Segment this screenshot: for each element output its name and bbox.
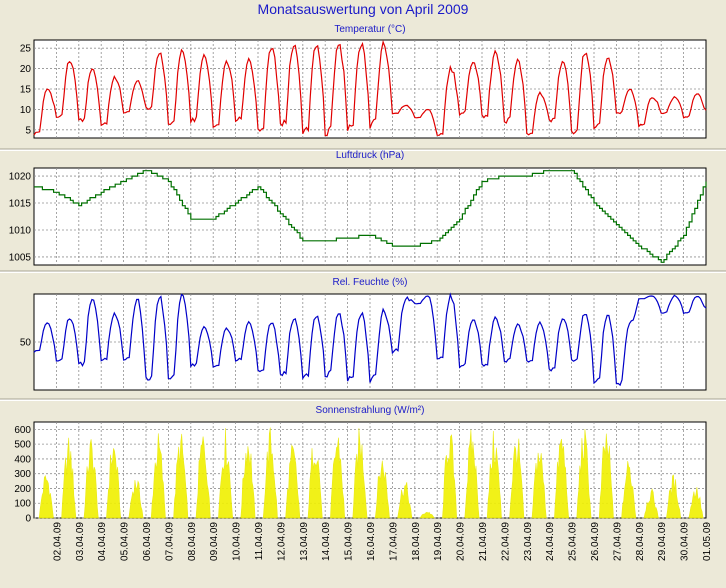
x-tick-label: 24.04.09 bbox=[545, 522, 556, 561]
y-tick-label: 1020 bbox=[9, 172, 32, 183]
radiation-peak bbox=[150, 433, 166, 519]
chart-title: Rel. Feuchte (%) bbox=[332, 277, 407, 288]
radiation-peak bbox=[643, 488, 659, 519]
x-tick-label: 16.04.09 bbox=[366, 522, 377, 561]
radiation-peak bbox=[374, 460, 390, 519]
x-tick-label: 10.04.09 bbox=[232, 522, 243, 561]
y-tick-label: 500 bbox=[14, 440, 31, 451]
x-tick-label: 25.04.09 bbox=[568, 522, 579, 561]
x-tick-label: 22.04.09 bbox=[500, 522, 511, 561]
radiation-peak bbox=[307, 448, 323, 519]
radiation-peak bbox=[397, 482, 413, 519]
x-tick-label: 17.04.09 bbox=[388, 522, 399, 561]
radiation-peak bbox=[598, 433, 614, 519]
y-tick-label: 100 bbox=[14, 499, 31, 510]
chart-pressure: Luftdruck (hPa) 1005 1010 1015 1020 bbox=[9, 150, 707, 266]
radiation-peak bbox=[173, 433, 189, 519]
x-tick-label: 13.04.09 bbox=[299, 522, 310, 561]
radiation-peak bbox=[531, 452, 547, 519]
chart-temperature: Temperatur (°C) 5 10 15 20 25 bbox=[20, 24, 707, 139]
chart-title: Sonnenstrahlung (W/m²) bbox=[316, 405, 425, 416]
x-tick-label: 30.04.09 bbox=[680, 522, 691, 561]
page-title: Monatsauswertung von April 2009 bbox=[257, 1, 469, 17]
y-tick-label: 400 bbox=[14, 454, 31, 465]
radiation-peak bbox=[621, 461, 637, 519]
y-tick-label: 10 bbox=[20, 105, 32, 116]
radiation-peak bbox=[61, 437, 77, 519]
radiation-peak bbox=[262, 427, 278, 519]
radiation-peak bbox=[666, 474, 682, 519]
radiation-peak bbox=[442, 434, 458, 519]
radiation-peak bbox=[240, 446, 256, 519]
x-tick-label: 18.04.09 bbox=[411, 522, 422, 561]
radiation-peak bbox=[195, 436, 211, 519]
series-line bbox=[33, 292, 707, 387]
radiation-peak bbox=[419, 511, 435, 519]
x-tick-label: 20.04.09 bbox=[456, 522, 467, 561]
x-tick-label: 03.04.09 bbox=[75, 522, 86, 561]
y-tick-label: 20 bbox=[20, 64, 32, 75]
radiation-peak bbox=[486, 430, 502, 519]
x-tick-label: 11.04.09 bbox=[254, 522, 265, 561]
y-tick-label: 1010 bbox=[9, 225, 32, 236]
x-tick-label: 05.04.09 bbox=[120, 522, 131, 561]
x-tick-label: 06.04.09 bbox=[142, 522, 153, 561]
y-tick-label: 5 bbox=[25, 125, 31, 136]
radiation-peak bbox=[330, 437, 346, 519]
y-tick-label: 1005 bbox=[9, 252, 32, 263]
radiation-peak bbox=[554, 438, 570, 519]
y-tick-label: 15 bbox=[20, 85, 32, 96]
radiation-peak bbox=[464, 429, 480, 519]
x-tick-label: 02.04.09 bbox=[52, 522, 63, 561]
x-tick-label: 26.04.09 bbox=[590, 522, 601, 561]
radiation-peak bbox=[285, 444, 301, 519]
x-tick-label: 01.05.09 bbox=[702, 522, 713, 561]
radiation-peak bbox=[218, 428, 234, 519]
x-tick-label: 29.04.09 bbox=[657, 522, 668, 561]
x-tick-label: 15.04.09 bbox=[344, 522, 355, 561]
radiation-peak bbox=[688, 487, 704, 519]
x-tick-label: 07.04.09 bbox=[164, 522, 175, 561]
radiation-peak bbox=[128, 480, 144, 519]
series-line bbox=[33, 39, 707, 137]
x-tick-label: 08.04.09 bbox=[187, 522, 198, 561]
radiation-peak bbox=[106, 448, 122, 519]
y-tick-label: 0 bbox=[25, 514, 31, 525]
chart-title: Temperatur (°C) bbox=[334, 24, 405, 35]
x-tick-label: 12.04.09 bbox=[276, 522, 287, 561]
x-tick-label: 23.04.09 bbox=[523, 522, 534, 561]
x-tick-label: 14.04.09 bbox=[321, 522, 332, 561]
x-tick-label: 04.04.09 bbox=[97, 522, 108, 561]
y-tick-label: 25 bbox=[20, 44, 32, 55]
chart-humidity: Rel. Feuchte (%) 50 bbox=[20, 277, 707, 391]
x-tick-label: 27.04.09 bbox=[612, 522, 623, 561]
chart-radiation: Sonnenstrahlung (W/m²) 0 100 200 300 400 500 60… bbox=[14, 405, 713, 561]
y-tick-label: 1015 bbox=[9, 199, 32, 210]
radiation-peak bbox=[576, 429, 592, 519]
x-tick-label: 28.04.09 bbox=[635, 522, 646, 561]
y-tick-label: 300 bbox=[14, 469, 31, 480]
x-tick-label: 09.04.09 bbox=[209, 522, 220, 561]
x-tick-label: 19.04.09 bbox=[433, 522, 444, 561]
x-tick-label: 21.04.09 bbox=[478, 522, 489, 561]
y-tick-label: 600 bbox=[14, 425, 31, 436]
y-tick-label: 50 bbox=[20, 338, 32, 349]
radiation-peak bbox=[509, 438, 525, 519]
series-line bbox=[34, 170, 707, 263]
y-tick-label: 200 bbox=[14, 484, 31, 495]
radiation-peak bbox=[83, 439, 99, 519]
chart-title: Luftdruck (hPa) bbox=[336, 150, 404, 161]
radiation-peak bbox=[38, 474, 54, 519]
radiation-peak bbox=[352, 428, 368, 519]
